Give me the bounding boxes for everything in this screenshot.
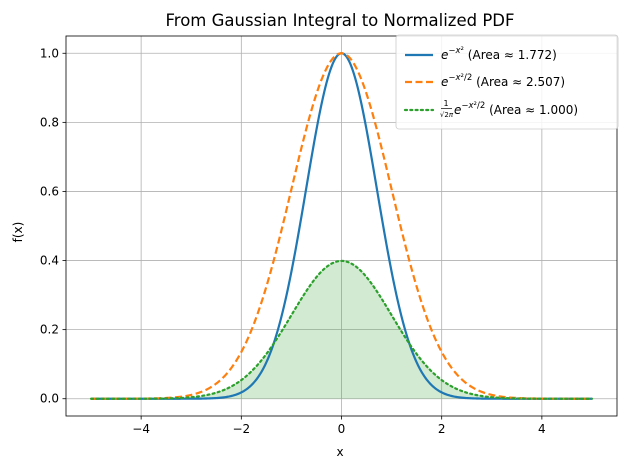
x-tick-label: −4 (132, 422, 150, 436)
legend-entry-exp-neg-x2: e−x² (Area ≈ 1.772) (405, 46, 557, 62)
legend-label: e−x² (Area ≈ 1.772) (441, 46, 557, 62)
x-tick-label: 2 (438, 422, 446, 436)
y-axis-label: f(x) (11, 222, 25, 243)
legend-label: e−x²/2 (Area ≈ 1.000) (454, 101, 578, 117)
legend-fraction: 1 √2π (440, 99, 454, 119)
legend-area-label: (Area ≈ 1.772) (468, 48, 557, 62)
x-tick-label: 4 (538, 422, 546, 436)
y-tick-label: 0.6 (40, 184, 59, 198)
legend-entry-normal-pdf: 1 √2π e−x²/2 (Area ≈ 1.000) (403, 99, 578, 119)
y-tick-label: 0.8 (40, 115, 59, 129)
axis-ticks: −4 −2 0 2 4 0.0 0.2 0.4 0.6 0.8 1.0 (40, 46, 546, 436)
fill-area (91, 260, 592, 399)
legend-box (395, 34, 619, 130)
y-tick-label: 0.4 (40, 254, 59, 268)
legend-area-label: (Area ≈ 2.507) (476, 75, 565, 89)
legend: e−x² (Area ≈ 1.772) e−x²/2 (Area ≈ 2.507… (395, 34, 619, 130)
chart-title: From Gaussian Integral to Normalized PDF (166, 11, 515, 30)
legend-label: e−x²/2 (Area ≈ 2.507) (441, 73, 565, 89)
x-tick-label: −2 (232, 422, 250, 436)
x-axis-label: x (336, 445, 343, 459)
svg-text:1: 1 (443, 99, 448, 108)
series-fill-normal_pdf (91, 260, 592, 399)
legend-area-label: (Area ≈ 1.000) (489, 103, 578, 117)
series (89, 52, 594, 400)
series-line-normal_pdf (89, 259, 594, 400)
y-tick-label: 1.0 (40, 46, 59, 60)
x-tick-label: 0 (338, 422, 346, 436)
svg-text:√2π: √2π (440, 111, 454, 119)
series-line-exp_neg_x2_half (91, 52, 592, 400)
legend-entry-exp-neg-x2-half: e−x²/2 (Area ≈ 2.507) (405, 73, 565, 89)
y-tick-label: 0.2 (40, 323, 59, 337)
y-tick-label: 0.0 (40, 392, 59, 406)
